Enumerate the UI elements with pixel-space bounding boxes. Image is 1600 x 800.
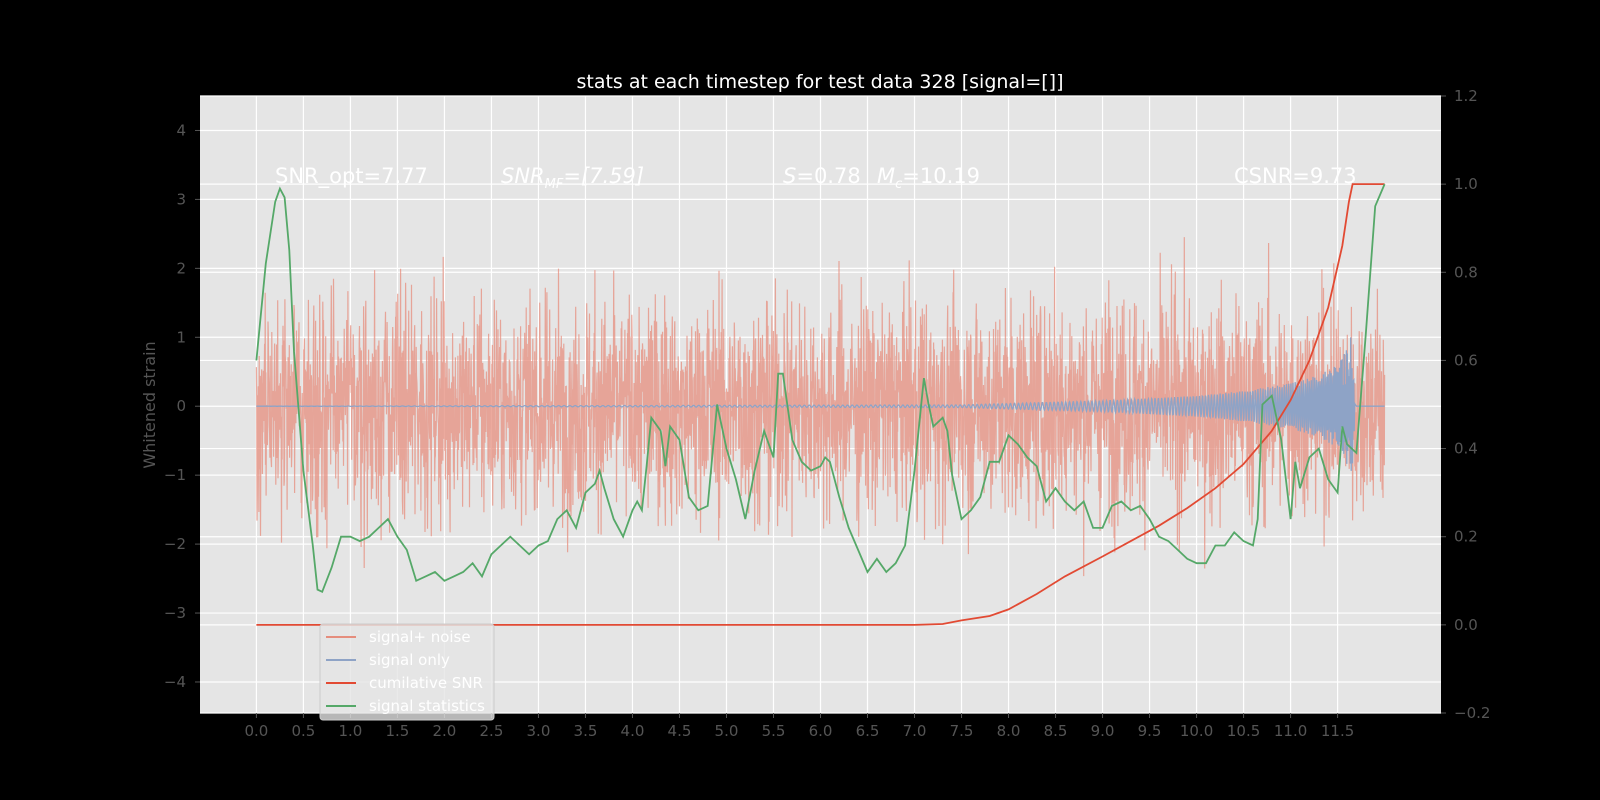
y2-tick-label: 1.2 bbox=[1454, 87, 1478, 105]
annotation-s: S=0.78 bbox=[783, 164, 861, 188]
annotation-snr-mf-symbol: SNR bbox=[501, 164, 545, 188]
y-tick-label: 0 bbox=[176, 397, 186, 415]
x-tick-label: 11.5 bbox=[1321, 722, 1354, 740]
x-tick-label: 8.0 bbox=[997, 722, 1021, 740]
signal-only-line bbox=[256, 337, 1385, 471]
annotation-mc: Mc=10.19 bbox=[877, 164, 980, 192]
annotation-s-value: =0.78 bbox=[796, 164, 860, 188]
y-axis-label: Whitened strain bbox=[140, 341, 159, 468]
annotation-snr-opt: SNR_opt=7.77 bbox=[275, 164, 428, 189]
y2-tick-label: 0.0 bbox=[1454, 616, 1478, 634]
x-tick-label: 1.5 bbox=[386, 722, 410, 740]
x-tick-label: 2.5 bbox=[480, 722, 504, 740]
x-tick-label: 9.5 bbox=[1138, 722, 1162, 740]
legend: signal+ noise signal only cumilative SNR si… bbox=[319, 623, 495, 721]
legend-item: signal+ noise bbox=[326, 628, 471, 646]
y2-tick-label: −0.2 bbox=[1454, 704, 1490, 722]
y2-tick-label: 0.4 bbox=[1454, 440, 1478, 458]
annotations: SNR_opt=7.77 SNRMF=[7.59] S=0.78 Mc=10.1… bbox=[275, 164, 1357, 192]
y2-tick-label: 1.0 bbox=[1454, 175, 1478, 193]
annotation-snr-mf: SNRMF=[7.59] bbox=[501, 164, 644, 192]
legend-label: signal+ noise bbox=[369, 628, 471, 646]
y-tick-label: 3 bbox=[176, 190, 186, 208]
x-tick-label: 0.5 bbox=[291, 722, 315, 740]
legend-item: cumilative SNR bbox=[326, 674, 483, 692]
series-signal-statistics bbox=[255, 183, 1386, 594]
x-tick-label: 5.0 bbox=[715, 722, 739, 740]
legend-label: signal only bbox=[369, 651, 450, 669]
y-tick-label: −3 bbox=[164, 604, 186, 622]
chart-title: stats at each timestep for test data 328… bbox=[576, 71, 1063, 93]
y-tick-label: 2 bbox=[176, 259, 186, 277]
x-axis: 0.0 0.5 1.0 1.5 2.0 2.5 3.0 3.5 4.0 4.5 5.0 5.5 6.0 6… bbox=[244, 713, 1354, 740]
x-tick-label: 4.0 bbox=[621, 722, 645, 740]
x-tick-label: 5.5 bbox=[762, 722, 786, 740]
x-tick-label: 3.5 bbox=[574, 722, 598, 740]
legend-label: signal statistics bbox=[369, 697, 485, 715]
series-cumulative-snr bbox=[256, 183, 1385, 626]
series-cumulative-snr-line bbox=[256, 183, 1385, 626]
legend-item: signal statistics bbox=[326, 697, 485, 715]
y2-tick-label: 0.6 bbox=[1454, 351, 1478, 369]
x-tick-label: 10.5 bbox=[1227, 722, 1260, 740]
annotation-s-symbol: S bbox=[783, 164, 796, 188]
x-tick-label: 6.5 bbox=[856, 722, 880, 740]
y-tick-label: −1 bbox=[164, 466, 186, 484]
x-tick-label: 11.0 bbox=[1274, 722, 1307, 740]
legend-item: signal only bbox=[326, 651, 450, 669]
y-axis-right: 1.2 1.0 0.8 0.6 0.4 0.2 0.0 −0.2 bbox=[1441, 87, 1490, 722]
x-tick-label: 10.0 bbox=[1180, 722, 1213, 740]
y-tick-label: 1 bbox=[176, 328, 186, 346]
y-tick-label: −2 bbox=[164, 535, 186, 553]
y2-tick-label: 0.8 bbox=[1454, 263, 1478, 281]
y-tick-label: 4 bbox=[176, 121, 186, 139]
annotation-snr-mf-value: =[7.59] bbox=[563, 164, 644, 188]
annotation-mc-subscript: c bbox=[895, 177, 902, 192]
x-tick-label: 8.5 bbox=[1044, 722, 1068, 740]
y-tick-label: −4 bbox=[164, 673, 186, 691]
y2-tick-label: 0.2 bbox=[1454, 528, 1478, 546]
x-tick-label: 7.5 bbox=[950, 722, 974, 740]
annotation-csnr: CSNR=9.73 bbox=[1234, 164, 1357, 188]
x-tick-label: 1.0 bbox=[338, 722, 362, 740]
legend-box bbox=[319, 623, 495, 721]
x-tick-label: 2.0 bbox=[433, 722, 457, 740]
x-tick-label: 7.0 bbox=[903, 722, 927, 740]
annotation-mc-symbol: M bbox=[877, 164, 895, 188]
annotation-snr-mf-subscript: MF bbox=[545, 177, 564, 192]
annotation-mc-value: =10.19 bbox=[902, 164, 980, 188]
x-tick-label: 3.0 bbox=[527, 722, 551, 740]
x-tick-label: 6.0 bbox=[809, 722, 833, 740]
x-tick-label: 9.0 bbox=[1091, 722, 1115, 740]
series-signal-only bbox=[256, 337, 1385, 471]
series-layer bbox=[255, 183, 1386, 626]
legend-label: cumilative SNR bbox=[369, 674, 483, 692]
x-tick-label: 4.5 bbox=[668, 722, 692, 740]
x-tick-label: 0.0 bbox=[244, 722, 268, 740]
y-axis-left: 4 3 2 1 0 −1 −2 −3 −4 bbox=[164, 121, 200, 691]
